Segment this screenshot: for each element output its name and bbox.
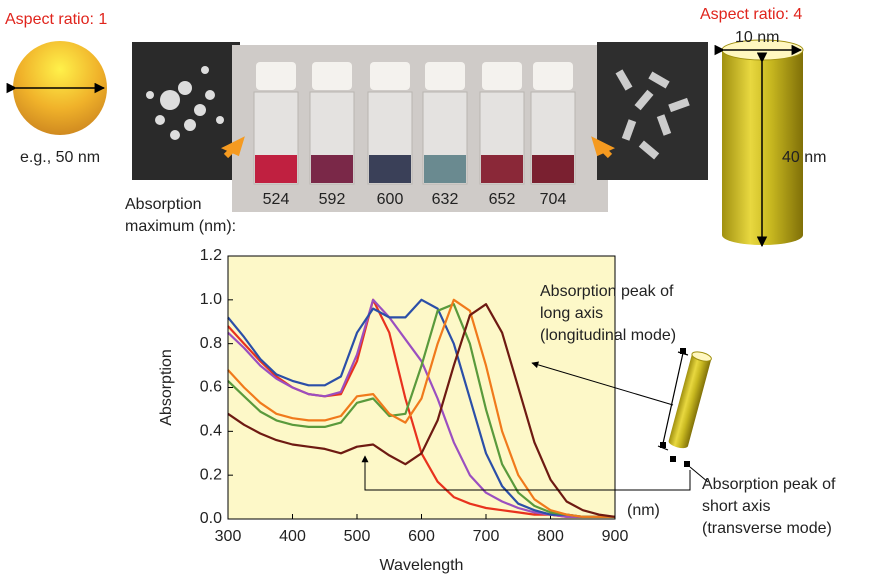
short-axis-note: Absorption peak of — [702, 476, 836, 493]
figure: Aspect ratio: 1 e.g., 50 nm 524 592 600 632… — [0, 0, 877, 578]
short-leader — [690, 467, 708, 482]
vial-cap — [533, 62, 573, 90]
y-tick-label: 1.0 — [200, 291, 222, 308]
y-tick-label: 0.0 — [200, 510, 222, 527]
long-axis-note: long axis — [540, 305, 603, 322]
x-tick-label: 400 — [279, 528, 306, 545]
vial-liquid — [532, 155, 574, 183]
vial-cap — [312, 62, 352, 90]
sphere-title: Aspect ratio: 1 — [5, 11, 107, 28]
vial-cap — [370, 62, 410, 90]
long-axis-note: (longitudinal mode) — [540, 327, 676, 344]
x-unit: (nm) — [627, 502, 660, 519]
tem-rods — [597, 42, 708, 180]
tem-spheres — [132, 42, 240, 180]
y-tick-label: 0.2 — [200, 466, 222, 483]
vial-liquid — [481, 155, 523, 183]
vial-label: 704 — [540, 191, 567, 208]
vial-label: 632 — [432, 191, 459, 208]
x-tick-label: 600 — [408, 528, 435, 545]
vial-label: 652 — [489, 191, 516, 208]
x-tick-label: 900 — [602, 528, 629, 545]
vial-liquid — [311, 155, 353, 183]
short-axis-note: short axis — [702, 498, 770, 515]
rod-diameter: 10 nm — [735, 29, 779, 46]
vial-label: 524 — [263, 191, 290, 208]
y-tick-label: 0.4 — [200, 423, 222, 440]
vial-cap — [482, 62, 522, 90]
long-axis-note: Absorption peak of — [540, 283, 674, 300]
vial-liquid — [369, 155, 411, 183]
sphere-size: e.g., 50 nm — [20, 149, 100, 166]
y-tick-label: 1.2 — [200, 247, 222, 264]
vials-caption: Absorption — [125, 196, 202, 213]
y-axis-label: Absorption — [158, 349, 175, 426]
vials-caption: maximum (nm): — [125, 218, 236, 235]
small-rod — [668, 350, 713, 450]
x-tick-label: 700 — [473, 528, 500, 545]
y-tick-label: 0.8 — [200, 335, 222, 352]
x-tick-label: 300 — [215, 528, 242, 545]
x-tick-label: 800 — [537, 528, 564, 545]
x-axis-label: Wavelength — [380, 557, 464, 574]
x-tick-label: 500 — [344, 528, 371, 545]
vial-cap — [256, 62, 296, 90]
vial-liquid — [255, 155, 297, 183]
rod-title: Aspect ratio: 4 — [700, 6, 802, 23]
vial-label: 592 — [319, 191, 346, 208]
short-axis-note: (transverse mode) — [702, 520, 832, 537]
rod-length: 40 nm — [782, 149, 826, 166]
vial-liquid — [424, 155, 466, 183]
vial-label: 600 — [377, 191, 404, 208]
y-tick-label: 0.6 — [200, 379, 222, 396]
vial-cap — [425, 62, 465, 90]
chart: 0.0 0.2 0.4 0.6 0.8 1.0 1.2 300 400 500 600 700 800 9… — [158, 247, 836, 574]
